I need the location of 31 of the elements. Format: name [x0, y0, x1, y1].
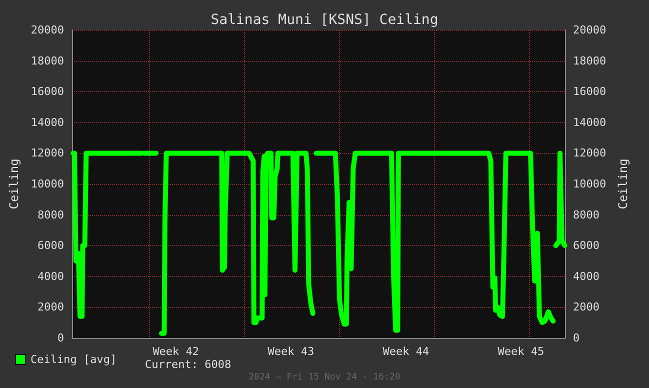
y-tick-label: 16000 — [30, 85, 64, 98]
y2-tick-label: 6000 — [573, 239, 600, 252]
x-tick-label: Week 43 — [268, 345, 314, 358]
y-tick-label: 10000 — [30, 178, 64, 190]
y-tick-label: 4000 — [38, 270, 64, 283]
y2-tick-label: 8000 — [573, 208, 600, 222]
y2-tick-label: 14000 — [573, 116, 606, 129]
y-tick-label: 20000 — [30, 24, 64, 36]
x-tick-label: Week 42 — [152, 345, 200, 358]
y2-tick-label: 18000 — [573, 54, 606, 68]
y2-tick-label: 12000 — [573, 146, 606, 160]
y-tick-label: 14000 — [30, 116, 64, 129]
y-tick-label: 18000 — [30, 54, 64, 68]
y2-axis-title: Ceiling — [616, 158, 630, 210]
text: Current: 6008 — [145, 358, 232, 371]
y-tick-label: 12000 — [30, 146, 64, 160]
y2-tick-label: 2000 — [573, 300, 600, 314]
y-tick-label: 0 — [57, 332, 64, 344]
legend-label: Ceiling [avg] — [30, 353, 117, 366]
y2-tick-label: 0 — [573, 332, 580, 344]
y-axis-title: Ceiling — [7, 158, 21, 210]
x-tick-label: Week 45 — [498, 345, 544, 358]
y2-tick-label: 4000 — [573, 270, 600, 283]
y-tick-label: 6000 — [38, 239, 64, 252]
y2-tick-label: 20000 — [573, 24, 606, 36]
y-tick-label: 2000 — [38, 300, 64, 314]
y-tick-label: 8000 — [38, 208, 64, 222]
y2-tick-label: 16000 — [573, 85, 606, 98]
y2-tick-label: 10000 — [573, 178, 606, 190]
x-tick-label: Week 44 — [382, 345, 430, 358]
chart-title: Salinas Muni [KSNS] Ceiling — [210, 12, 438, 28]
